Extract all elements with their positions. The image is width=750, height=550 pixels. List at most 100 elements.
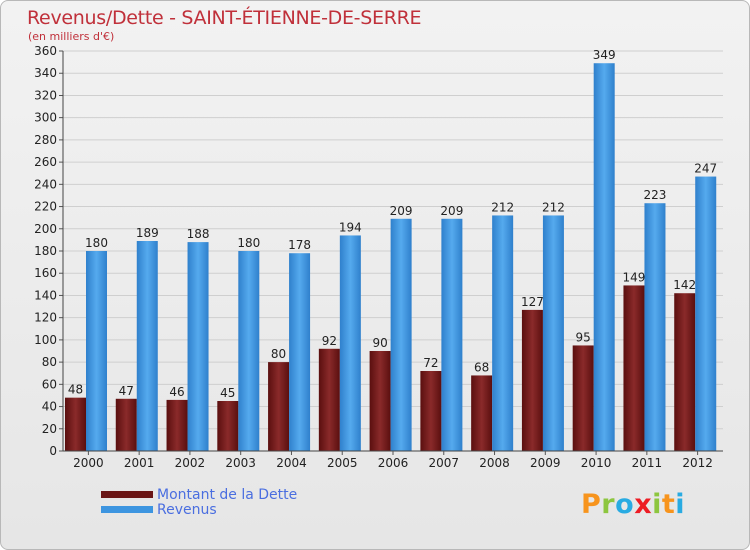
- y-tick-label: 300: [34, 111, 57, 125]
- bar-dette: [217, 401, 239, 451]
- y-tick-label: 180: [34, 244, 57, 258]
- x-tick-label: 2009: [530, 456, 561, 470]
- data-label-dette: 127: [521, 295, 544, 309]
- bar-revenus: [339, 235, 361, 451]
- logo-letter: i: [652, 489, 662, 520]
- data-label-revenus: 223: [644, 188, 667, 202]
- data-label-dette: 90: [372, 336, 387, 350]
- y-tick-label: 360: [34, 44, 57, 58]
- logo-letter: P: [581, 489, 602, 520]
- y-tick-label: 140: [34, 288, 57, 302]
- bar-dette: [674, 293, 696, 451]
- x-tick-label: 2012: [682, 456, 713, 470]
- x-tick-label: 2002: [175, 456, 206, 470]
- logo-letter: r: [601, 489, 616, 520]
- y-tick-label: 160: [34, 266, 57, 280]
- data-label-dette: 95: [576, 330, 591, 344]
- chart-legend: Montant de la Dette Revenus: [101, 486, 298, 518]
- data-label-dette: 47: [119, 384, 134, 398]
- logo-letter: i: [675, 489, 686, 520]
- data-label-revenus: 194: [339, 220, 362, 234]
- data-label-revenus: 180: [237, 236, 260, 250]
- data-label-dette: 142: [673, 278, 696, 292]
- y-tick-label: 100: [34, 333, 57, 347]
- bar-dette: [471, 375, 493, 451]
- bar-dette: [420, 371, 442, 451]
- bar-dette: [369, 351, 391, 451]
- legend-swatch-revenus: [101, 506, 153, 513]
- data-label-revenus: 247: [694, 162, 717, 176]
- data-label-revenus: 178: [288, 238, 311, 252]
- bar-dette: [268, 362, 290, 451]
- data-label-revenus: 188: [187, 227, 210, 241]
- x-tick-label: 2004: [276, 456, 307, 470]
- bar-revenus: [593, 63, 615, 451]
- x-tick-label: 2003: [225, 456, 256, 470]
- y-tick-label: 340: [34, 66, 57, 80]
- x-tick-label: 2010: [581, 456, 612, 470]
- y-tick-label: 20: [42, 422, 57, 436]
- legend-swatch-dette: [101, 491, 153, 498]
- x-tick-label: 2000: [73, 456, 104, 470]
- legend-item-revenus: Revenus: [101, 501, 297, 518]
- bar-revenus: [289, 253, 311, 451]
- chart-title: Revenus/Dette - SAINT-ÉTIENNE-DE-SERRE: [27, 7, 422, 29]
- legend-label-revenus: Revenus: [157, 501, 217, 518]
- y-tick-label: 320: [34, 88, 57, 102]
- y-tick-label: 200: [34, 222, 57, 236]
- bar-revenus: [390, 218, 412, 451]
- data-label-dette: 149: [623, 270, 646, 284]
- bar-revenus: [542, 215, 564, 451]
- data-label-revenus: 349: [593, 48, 616, 62]
- bar-revenus: [441, 218, 463, 451]
- data-label-dette: 92: [322, 334, 337, 348]
- x-tick-label: 2011: [632, 456, 663, 470]
- logo-letter: x: [634, 489, 653, 520]
- bar-dette: [318, 348, 340, 451]
- data-label-revenus: 212: [491, 200, 514, 214]
- bar-revenus: [136, 241, 158, 451]
- data-label-dette: 80: [271, 347, 286, 361]
- bar-revenus: [492, 215, 514, 451]
- bar-dette: [65, 397, 86, 451]
- data-label-revenus: 189: [136, 226, 159, 240]
- proxiti-logo: Proxiti: [581, 489, 685, 520]
- bar-revenus: [644, 203, 666, 451]
- bar-dette: [115, 398, 137, 451]
- bar-revenus: [695, 176, 717, 452]
- chart-subtitle: (en milliers d'€): [28, 30, 115, 43]
- logo-letter: o: [615, 489, 635, 520]
- y-tick-label: 60: [42, 377, 57, 391]
- data-label-revenus: 180: [85, 236, 108, 250]
- x-tick-label: 2008: [479, 456, 510, 470]
- data-label-revenus: 212: [542, 200, 565, 214]
- data-label-dette: 46: [169, 385, 184, 399]
- y-tick-label: 80: [42, 355, 57, 369]
- data-label-dette: 45: [220, 386, 235, 400]
- x-tick-label: 2006: [378, 456, 409, 470]
- logo-letter: t: [661, 489, 676, 520]
- x-tick-label: 2005: [327, 456, 358, 470]
- y-tick-label: 120: [34, 311, 57, 325]
- bar-revenus: [187, 242, 209, 451]
- y-tick-label: 240: [34, 177, 57, 191]
- data-label-dette: 68: [474, 360, 489, 374]
- y-tick-label: 220: [34, 200, 57, 214]
- y-tick-label: 40: [42, 400, 57, 414]
- bar-dette: [166, 399, 188, 451]
- data-label-dette: 72: [423, 356, 438, 370]
- bar-revenus: [238, 251, 260, 451]
- bar-dette: [623, 285, 645, 451]
- data-label-dette: 48: [68, 383, 83, 397]
- bar-dette: [572, 345, 594, 451]
- y-tick-label: 260: [34, 155, 57, 169]
- y-tick-label: 0: [49, 444, 57, 458]
- bar-dette: [521, 309, 543, 451]
- data-label-revenus: 209: [390, 204, 413, 218]
- legend-label-dette: Montant de la Dette: [157, 486, 298, 503]
- bar-revenus: [86, 251, 107, 451]
- y-tick-label: 280: [34, 133, 57, 147]
- x-tick-label: 2007: [428, 456, 459, 470]
